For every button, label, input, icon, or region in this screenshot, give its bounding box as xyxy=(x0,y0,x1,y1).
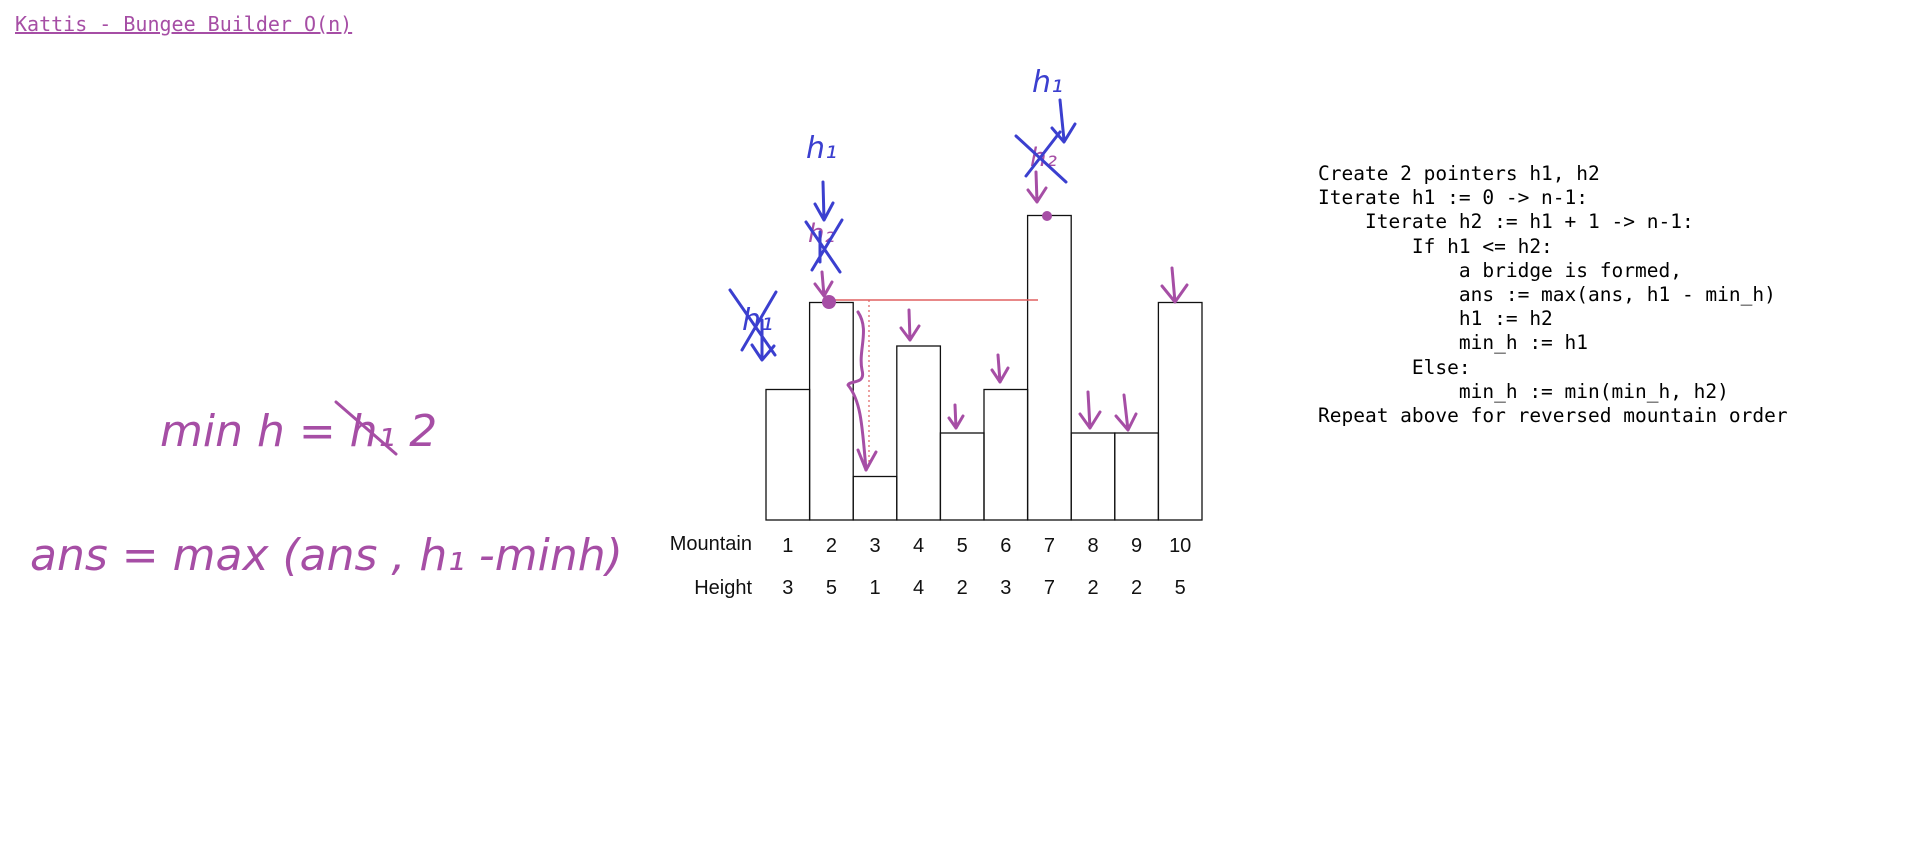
mountain-bar xyxy=(1026,214,1072,521)
mountain-number: 7 xyxy=(1044,535,1055,557)
arrow-bar2-icon xyxy=(813,270,834,298)
mountain-number: 4 xyxy=(913,535,924,557)
height-value-row: Height 3 5 1 4 2 3 7 2 2 5 xyxy=(694,577,1186,599)
algorithm-pseudocode: Create 2 pointers h1, h2 Iterate h1 := 0… xyxy=(1318,162,1788,428)
min-arrow-head xyxy=(856,448,878,472)
mountain-number-row: Mountain 1 2 3 4 5 6 7 8 9 10 xyxy=(670,533,1192,557)
height-value: 5 xyxy=(826,577,837,599)
height-value: 2 xyxy=(957,577,968,599)
code-line: min_h := h1 xyxy=(1318,331,1589,355)
height-value: 3 xyxy=(782,577,793,599)
code-line: If h1 <= h2: xyxy=(1318,234,1553,258)
code-line: h1 := h2 xyxy=(1318,307,1553,331)
ans-formula: ans = max (ans , h₁ -minh) xyxy=(30,530,623,581)
arrow-bar8-icon xyxy=(1078,390,1102,430)
mountain-number: 10 xyxy=(1169,535,1191,557)
height-value: 3 xyxy=(1000,577,1011,599)
pointer-label-h1-right: h₁ xyxy=(1032,65,1063,100)
mountain-bar xyxy=(765,388,811,521)
height-value: 7 xyxy=(1044,577,1055,599)
mountain-bar xyxy=(1114,432,1160,521)
mountain-number: 3 xyxy=(869,535,880,557)
page-title-link[interactable]: Kattis - Bungee Builder O(n) xyxy=(15,12,353,36)
min-arrow-squiggle xyxy=(846,310,868,472)
pointer-arrow-left-icon xyxy=(813,180,835,222)
mountain-number: 2 xyxy=(826,535,837,557)
crossed-label-h1-far-left: h₁ xyxy=(742,303,773,338)
mountain-bar xyxy=(896,345,942,521)
code-line: Else: xyxy=(1318,355,1471,379)
arrow-bar5-icon xyxy=(947,403,965,430)
code-line: Iterate h1 := 0 -> n-1: xyxy=(1318,186,1589,210)
pointer-label-h1-left: h₁ xyxy=(806,131,837,166)
cross-mark-left-icon xyxy=(804,218,844,274)
cross-mark-far-left-icon xyxy=(728,288,778,362)
mountain-bar xyxy=(1070,432,1116,521)
mountain-number: 1 xyxy=(782,535,793,557)
h2-marker-dot xyxy=(1042,211,1052,221)
pointer-arrow-right-icon xyxy=(1050,98,1077,144)
mountain-bar xyxy=(1157,301,1203,521)
cross-mark-right-icon xyxy=(1014,130,1068,184)
code-line: Repeat above for reversed mountain order xyxy=(1318,404,1788,428)
arrow-bar10-icon xyxy=(1160,266,1189,304)
code-line: ans := max(ans, h1 - min_h) xyxy=(1318,283,1776,307)
height-value: 4 xyxy=(913,577,924,599)
strike-h1-icon xyxy=(334,400,398,456)
mountain-bar xyxy=(939,432,985,521)
mountain-bar xyxy=(983,388,1029,521)
min-h-formula: min h = h₁ 2 xyxy=(160,406,437,457)
code-line: Iterate h2 := h1 + 1 -> n-1: xyxy=(1318,210,1694,234)
code-line: min_h := min(min_h, h2) xyxy=(1318,379,1729,403)
height-value: 1 xyxy=(869,577,880,599)
arrow-bar4-icon xyxy=(899,308,921,342)
height-value: 2 xyxy=(1087,577,1098,599)
mountain-bar xyxy=(852,475,898,521)
height-value: 5 xyxy=(1175,577,1186,599)
h1-marker-dot xyxy=(822,295,836,309)
mountain-number: 9 xyxy=(1131,535,1142,557)
mountain-number: 8 xyxy=(1087,535,1098,557)
arrow-bar7-icon xyxy=(1026,170,1048,204)
mountain-number: 5 xyxy=(957,535,968,557)
mountain-bar xyxy=(808,301,854,521)
height-row-label: Height xyxy=(694,577,752,599)
height-value: 2 xyxy=(1131,577,1142,599)
arrow-bar6-icon xyxy=(990,353,1010,384)
mountain-number: 6 xyxy=(1000,535,1011,557)
arrow-bar9-icon xyxy=(1114,393,1138,432)
code-line: a bridge is formed, xyxy=(1318,258,1682,282)
code-line: Create 2 pointers h1, h2 xyxy=(1318,162,1600,185)
mountain-row-label: Mountain xyxy=(670,533,752,555)
